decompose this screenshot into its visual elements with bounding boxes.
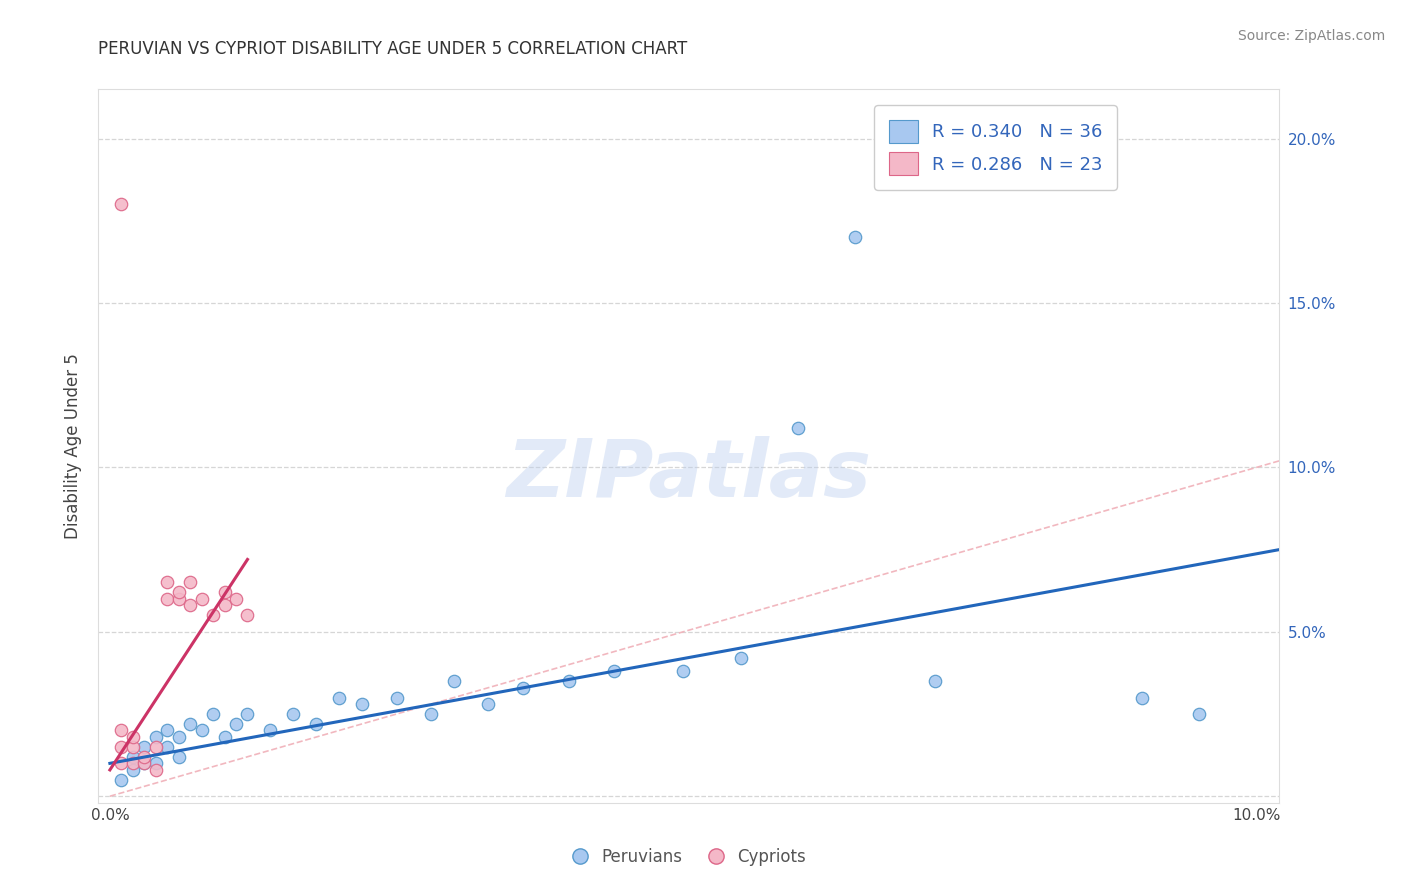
Point	[156, 739, 179, 754]
Point	[259, 723, 281, 738]
Point	[730, 651, 752, 665]
Point	[110, 756, 132, 771]
Legend: Peruvians, Cypriots: Peruvians, Cypriots	[565, 842, 813, 873]
Point	[844, 230, 866, 244]
Point	[179, 717, 201, 731]
Point	[924, 674, 946, 689]
Point	[110, 739, 132, 754]
Point	[156, 591, 179, 606]
Point	[145, 739, 167, 754]
Point	[328, 690, 350, 705]
Point	[110, 197, 132, 211]
Point	[1130, 690, 1153, 705]
Y-axis label: Disability Age Under 5: Disability Age Under 5	[65, 353, 83, 539]
Point	[214, 599, 236, 613]
Point	[786, 421, 808, 435]
Text: PERUVIAN VS CYPRIOT DISABILITY AGE UNDER 5 CORRELATION CHART: PERUVIAN VS CYPRIOT DISABILITY AGE UNDER…	[98, 40, 688, 58]
Point	[305, 717, 328, 731]
Point	[190, 591, 212, 606]
Point	[225, 717, 247, 731]
Point	[167, 749, 190, 764]
Point	[190, 723, 212, 738]
Point	[603, 665, 626, 679]
Point	[214, 585, 236, 599]
Point	[145, 763, 167, 777]
Point	[1188, 706, 1211, 721]
Point	[121, 739, 143, 754]
Point	[121, 763, 143, 777]
Point	[110, 772, 132, 787]
Text: Source: ZipAtlas.com: Source: ZipAtlas.com	[1237, 29, 1385, 43]
Point	[110, 723, 132, 738]
Point	[121, 756, 143, 771]
Point	[134, 739, 156, 754]
Point	[352, 697, 374, 711]
Point	[134, 756, 156, 771]
Point	[121, 730, 143, 744]
Text: ZIPatlas: ZIPatlas	[506, 435, 872, 514]
Point	[236, 608, 259, 623]
Point	[167, 730, 190, 744]
Point	[214, 730, 236, 744]
Point	[145, 730, 167, 744]
Point	[145, 756, 167, 771]
Point	[512, 681, 534, 695]
Point	[225, 591, 247, 606]
Point	[179, 599, 201, 613]
Point	[385, 690, 408, 705]
Point	[420, 706, 443, 721]
Point	[167, 591, 190, 606]
Point	[443, 674, 465, 689]
Point	[202, 608, 225, 623]
Point	[202, 706, 225, 721]
Point	[167, 585, 190, 599]
Point	[477, 697, 499, 711]
Point	[134, 756, 156, 771]
Point	[156, 723, 179, 738]
Point	[121, 749, 143, 764]
Point	[283, 706, 305, 721]
Point	[134, 749, 156, 764]
Point	[672, 665, 695, 679]
Point	[236, 706, 259, 721]
Point	[156, 575, 179, 590]
Point	[179, 575, 201, 590]
Point	[557, 674, 579, 689]
